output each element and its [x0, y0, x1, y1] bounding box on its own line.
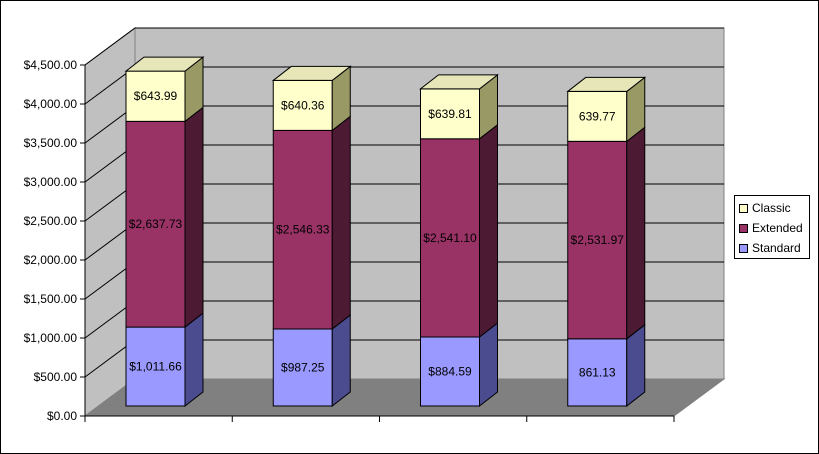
data-label-classic: $643.99 — [134, 89, 178, 103]
legend-item-classic: Classic — [739, 200, 791, 216]
data-label-extended: $2,637.73 — [129, 217, 183, 231]
bar-classic-top — [271, 65, 352, 81]
legend-item-standard: Standard — [739, 240, 801, 256]
y-tick-label: $3,500.00 — [24, 136, 78, 150]
legend-label-standard: Standard — [752, 241, 801, 255]
legend-swatch-standard — [739, 243, 748, 253]
y-tick-label: $500.00 — [34, 370, 78, 384]
bar-classic-front — [125, 70, 186, 122]
y-tick-label: $4,500.00 — [24, 58, 78, 72]
data-label-classic: $640.36 — [281, 98, 325, 112]
data-label-extended: $2,531.97 — [571, 233, 625, 247]
bar-standard-side — [331, 313, 351, 408]
bars — [124, 56, 647, 408]
bar-standard-front — [272, 328, 333, 407]
y-tick-label: $1,000.00 — [24, 331, 78, 345]
data-labels: $1,011.66 $2,637.73 $643.99 $987.25 $2,546.3… — [129, 89, 624, 379]
data-label-standard: $987.25 — [281, 360, 325, 374]
legend-label-classic: Classic — [752, 201, 791, 215]
legend-swatch-classic — [739, 203, 748, 213]
legend: Classic Extended Standard — [734, 195, 810, 259]
legend-item-extended: Extended — [739, 220, 803, 236]
y-tick-label: $0.00 — [47, 409, 77, 423]
bar-extended-front — [567, 140, 628, 340]
bar-extended-side — [184, 106, 204, 329]
y-axis-ticks: $0.00 $500.00 $1,000.00 $1,500.00 $2,000.00 $… — [24, 58, 85, 423]
data-label-standard: $1,011.66 — [129, 360, 182, 374]
bar-extended-side — [331, 115, 351, 331]
bar-classic-front — [272, 79, 333, 131]
y-tick-label: $2,500.00 — [24, 214, 78, 228]
axes — [84, 65, 675, 422]
bar-standard-side — [184, 312, 204, 408]
y-tick-label: $4,000.00 — [24, 97, 78, 111]
legend-label-extended: Extended — [752, 221, 803, 235]
legend-swatch-extended — [739, 223, 748, 233]
y-tick-label: $3,000.00 — [24, 175, 78, 189]
y-tick-label: $2,000.00 — [24, 253, 78, 267]
gridline — [84, 27, 724, 66]
data-label-extended: $2,546.33 — [276, 223, 330, 237]
bar-extended-side — [479, 123, 498, 339]
bar-extended-side — [626, 126, 646, 340]
data-label-extended: $2,541.10 — [423, 231, 477, 245]
bar-classic-top — [124, 56, 205, 72]
bar-classic-top — [419, 74, 499, 90]
bar-classic-top — [566, 76, 647, 92]
data-label-standard: $884.59 — [428, 365, 472, 379]
data-label-classic: $639.81 — [428, 107, 472, 121]
bar-standard-front — [420, 336, 480, 407]
data-label-standard: 861.13 — [579, 365, 616, 379]
y-tick-label: $1,500.00 — [24, 292, 78, 306]
bar-classic-front — [420, 88, 480, 140]
data-label-classic: 639.77 — [579, 109, 616, 123]
